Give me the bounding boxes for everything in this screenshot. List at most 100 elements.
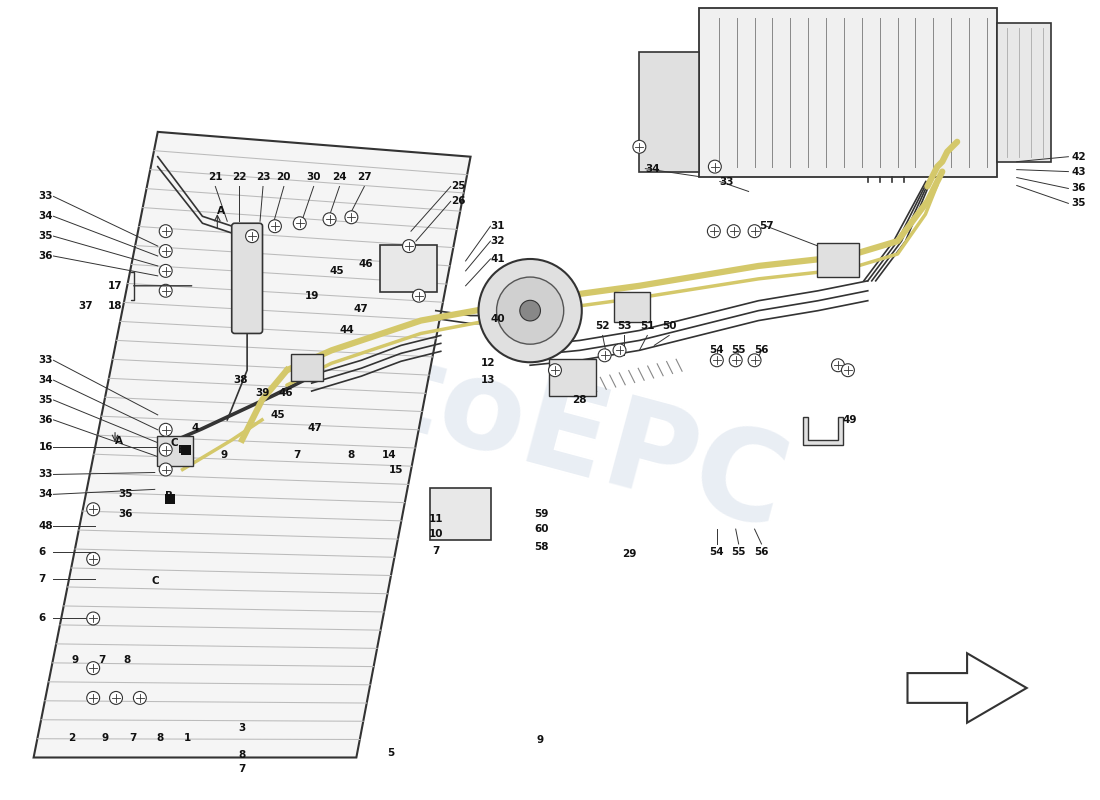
Text: 60: 60	[535, 524, 549, 534]
Text: C: C	[170, 438, 178, 448]
Circle shape	[613, 344, 626, 357]
Text: 38: 38	[233, 375, 248, 385]
Text: 9: 9	[72, 655, 78, 665]
Text: 52: 52	[595, 321, 609, 330]
FancyBboxPatch shape	[614, 292, 650, 322]
Text: 8: 8	[239, 750, 245, 759]
Text: 30: 30	[307, 171, 321, 182]
Text: 26: 26	[451, 196, 465, 206]
Text: 56: 56	[755, 346, 769, 355]
Text: 53: 53	[617, 321, 631, 330]
Polygon shape	[908, 654, 1026, 722]
Circle shape	[160, 245, 172, 258]
Circle shape	[345, 211, 358, 224]
Circle shape	[707, 225, 721, 238]
Text: 34: 34	[39, 490, 53, 499]
Text: 7: 7	[39, 574, 46, 584]
Text: 11: 11	[429, 514, 443, 524]
FancyBboxPatch shape	[430, 488, 492, 540]
Text: 55: 55	[732, 547, 746, 557]
Text: 42: 42	[1071, 152, 1086, 162]
Text: 7: 7	[129, 733, 136, 742]
Text: 9: 9	[101, 733, 109, 742]
Circle shape	[842, 364, 855, 377]
FancyBboxPatch shape	[817, 243, 859, 277]
Bar	[180, 445, 190, 454]
Circle shape	[598, 349, 612, 362]
Text: 2: 2	[68, 733, 75, 742]
Circle shape	[294, 217, 306, 230]
Text: 45: 45	[329, 266, 344, 276]
FancyBboxPatch shape	[157, 436, 194, 466]
Text: 3: 3	[239, 722, 245, 733]
Text: B: B	[177, 445, 186, 454]
Text: 35: 35	[118, 490, 132, 499]
Text: C: C	[152, 576, 160, 586]
Circle shape	[87, 553, 100, 566]
Text: 6: 6	[39, 547, 46, 557]
Text: 55: 55	[732, 346, 746, 355]
Circle shape	[403, 240, 416, 253]
Text: 57: 57	[759, 222, 773, 231]
Text: 7: 7	[432, 546, 440, 556]
Text: 37: 37	[78, 301, 92, 310]
Circle shape	[110, 691, 122, 704]
Text: 36: 36	[118, 510, 132, 519]
Circle shape	[160, 463, 172, 476]
Text: A: A	[218, 206, 226, 216]
Circle shape	[729, 354, 743, 366]
Text: 5: 5	[387, 747, 395, 758]
Text: 8: 8	[123, 655, 130, 665]
Text: 22: 22	[232, 171, 246, 182]
Text: 34: 34	[646, 164, 660, 174]
Text: 49: 49	[843, 415, 858, 425]
Polygon shape	[34, 132, 471, 758]
Polygon shape	[639, 53, 698, 171]
Text: 19: 19	[305, 290, 319, 301]
Text: autoEPC: autoEPC	[201, 286, 800, 554]
Text: 35: 35	[39, 231, 53, 241]
Polygon shape	[997, 22, 1052, 162]
Text: 8: 8	[156, 733, 164, 742]
Text: 29: 29	[623, 549, 637, 559]
Text: 41: 41	[491, 254, 505, 264]
Text: 39: 39	[255, 388, 270, 398]
Circle shape	[160, 225, 172, 238]
Text: 7: 7	[239, 765, 245, 774]
Circle shape	[268, 220, 282, 233]
Circle shape	[520, 300, 540, 321]
Circle shape	[496, 277, 563, 344]
Text: 7: 7	[98, 655, 106, 665]
Text: 46: 46	[278, 388, 294, 398]
Text: 46: 46	[359, 259, 374, 269]
Text: 33: 33	[39, 355, 53, 366]
Text: 6: 6	[39, 614, 46, 623]
FancyBboxPatch shape	[232, 223, 263, 334]
Text: 33: 33	[39, 191, 53, 202]
FancyBboxPatch shape	[549, 359, 596, 396]
Text: 45: 45	[271, 410, 285, 420]
Text: 59: 59	[535, 510, 549, 519]
Circle shape	[160, 423, 172, 436]
Circle shape	[748, 225, 761, 238]
Text: 44: 44	[339, 326, 354, 335]
Text: 33: 33	[39, 470, 53, 479]
Circle shape	[478, 259, 582, 362]
Text: 51: 51	[640, 321, 654, 330]
Circle shape	[412, 290, 426, 302]
Text: 21: 21	[208, 171, 222, 182]
Text: 17: 17	[108, 281, 123, 290]
Circle shape	[87, 691, 100, 704]
Circle shape	[245, 230, 258, 242]
Text: 10: 10	[429, 529, 443, 539]
Text: 8: 8	[348, 450, 355, 460]
Text: 13: 13	[481, 375, 496, 385]
Text: 56: 56	[755, 547, 769, 557]
Text: 35: 35	[39, 395, 53, 405]
Text: 16: 16	[39, 442, 53, 452]
Text: 9: 9	[221, 450, 228, 460]
Text: 54: 54	[710, 346, 724, 355]
Circle shape	[708, 160, 722, 173]
Text: 34: 34	[39, 375, 53, 385]
Text: 40: 40	[491, 314, 505, 323]
